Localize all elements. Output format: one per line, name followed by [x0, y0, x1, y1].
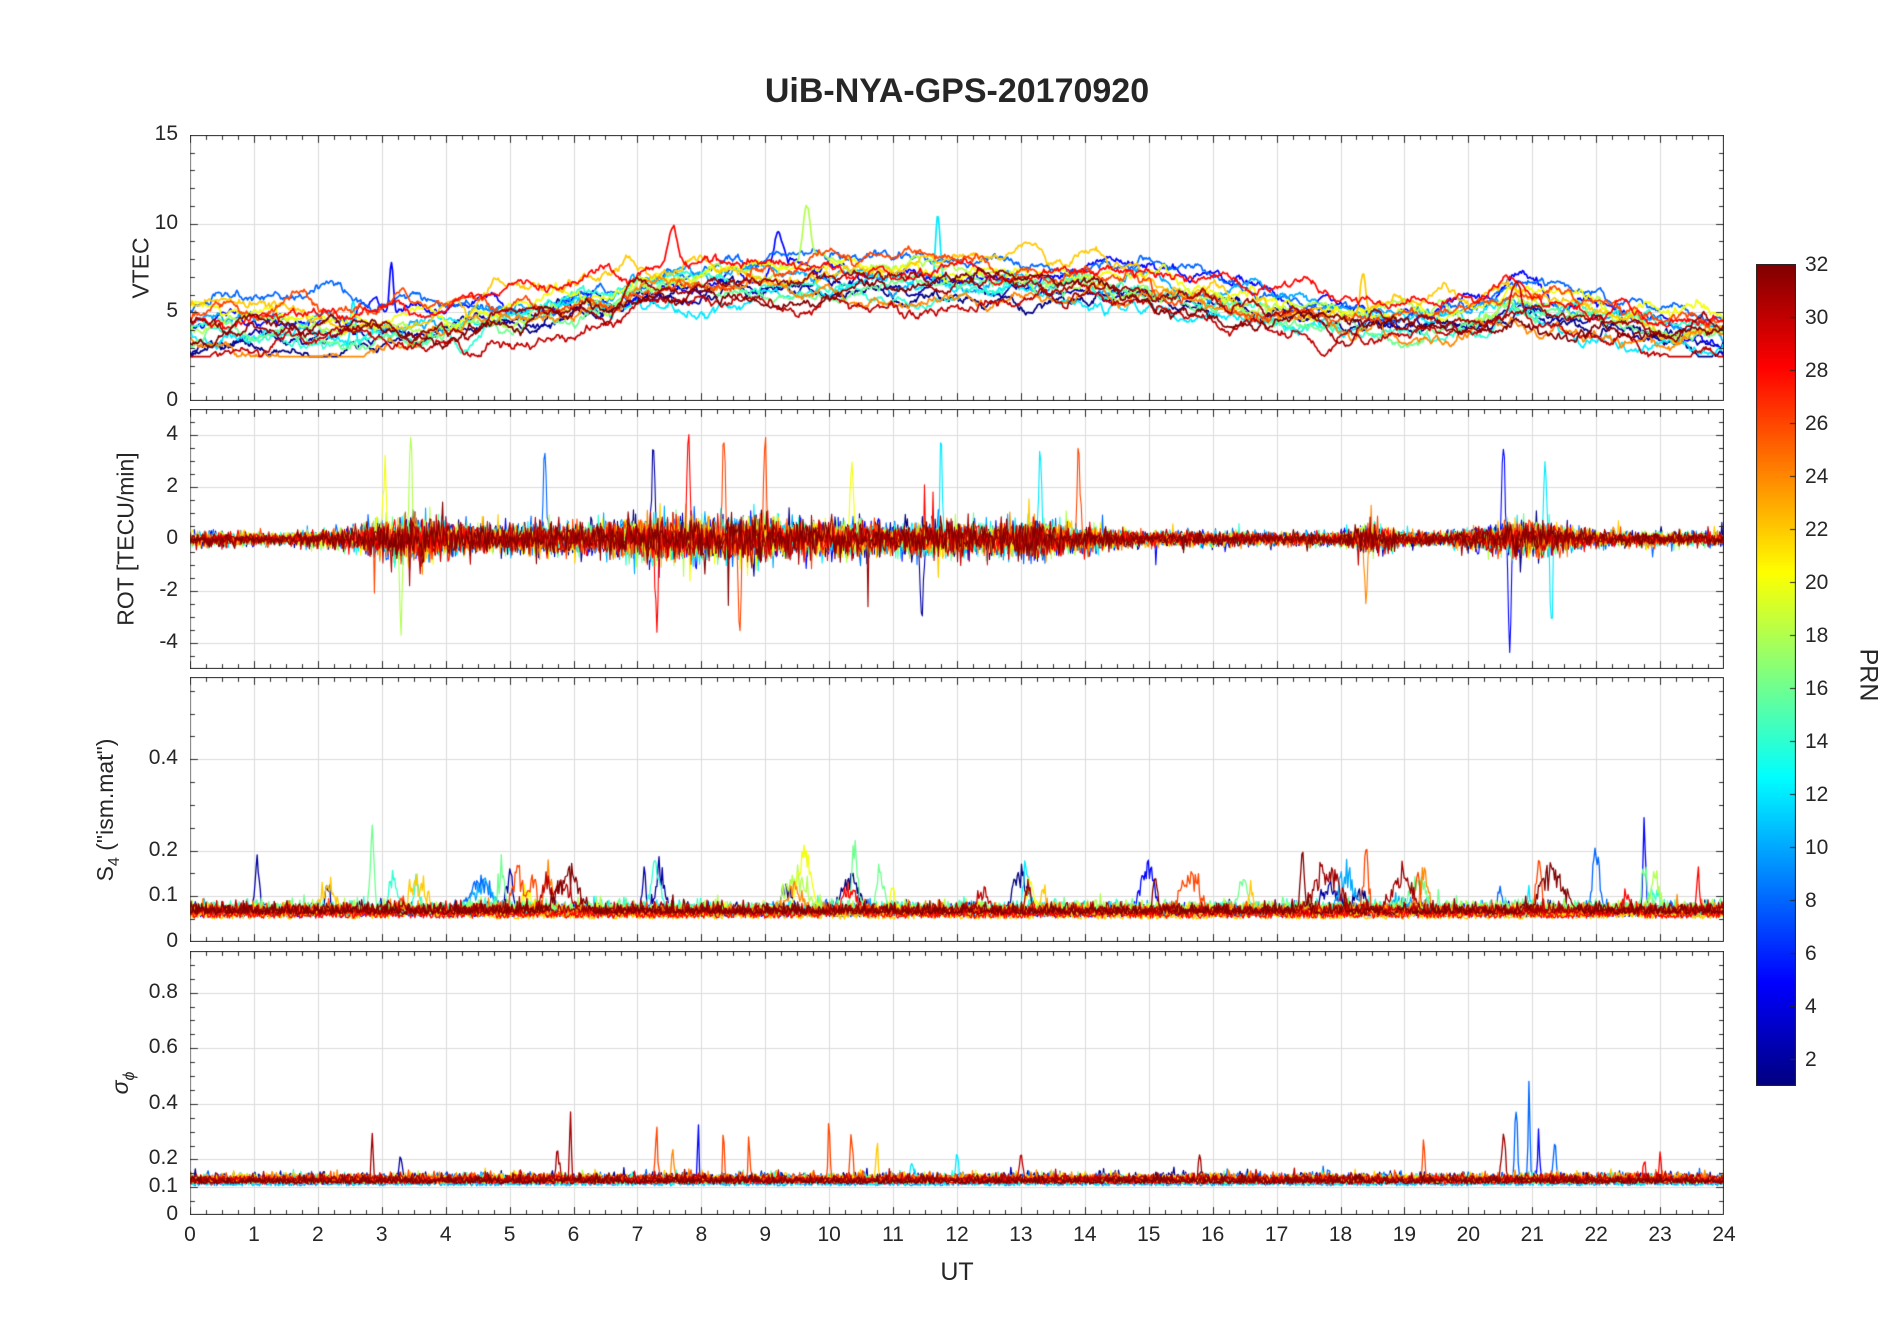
y-tick-label: 0.4 — [148, 1090, 178, 1114]
y-tick-label: 0.8 — [148, 979, 178, 1003]
y-tick-label: 0.2 — [148, 1146, 178, 1170]
s4-panel-plot — [190, 677, 1724, 942]
y-tick-label: -2 — [159, 577, 178, 601]
ylabel-rot: ROT [TECU/min] — [113, 452, 140, 625]
x-tick-label: 23 — [1648, 1223, 1672, 1246]
colorbar-label: PRN — [1854, 648, 1883, 702]
ylabel-rot-text: ROT [TECU/min] — [112, 452, 139, 626]
y-tick-label: 0.4 — [148, 746, 178, 770]
x-tick-label: 18 — [1328, 1223, 1353, 1246]
colorbar-tick-label: 22 — [1805, 517, 1829, 541]
y-tick-label: 0 — [166, 1201, 178, 1225]
x-tick-label: 19 — [1392, 1223, 1417, 1246]
colorbar-tick-label: 8 — [1805, 888, 1817, 912]
y-tick-label: 0.2 — [148, 837, 178, 861]
vtec-panel-plot — [190, 135, 1724, 401]
x-tick-label: 20 — [1456, 1223, 1481, 1246]
x-tick-label: 6 — [567, 1223, 580, 1246]
x-tick-label: 7 — [631, 1223, 644, 1246]
colorbar-tick-label: 6 — [1805, 941, 1817, 965]
ylabel-s4: S4 ("ism.mat") — [92, 739, 124, 882]
y-tick-label: 0 — [166, 525, 178, 549]
ylabel-phi-sub: ϕ — [119, 1071, 138, 1081]
y-tick-label: 4 — [166, 421, 178, 445]
x-tick-label: 15 — [1137, 1223, 1161, 1246]
y-tick-label: 0.1 — [148, 883, 178, 907]
x-tick-label: 13 — [1009, 1223, 1033, 1246]
y-tick-label: 0.6 — [148, 1035, 178, 1059]
colorbar-tick-label: 30 — [1805, 305, 1829, 329]
x-tick-label: 21 — [1520, 1223, 1544, 1246]
rot-panel-plot — [190, 409, 1724, 669]
x-tick-label: 2 — [311, 1223, 324, 1246]
x-tick-label: 22 — [1584, 1223, 1608, 1246]
colorbar-tick-label: 24 — [1805, 464, 1829, 488]
y-tick-label: 0 — [166, 928, 178, 952]
y-tick-label: 10 — [154, 210, 178, 234]
ylabel-sigma-phi: σϕ — [107, 1072, 139, 1095]
chart-title: UiB-NYA-GPS-20170920 — [764, 72, 1150, 110]
y-tick-label: 5 — [166, 299, 178, 323]
colorbar-tick-label: 28 — [1805, 358, 1829, 382]
ylabel-sigma: σ — [107, 1080, 134, 1095]
x-tick-label: 10 — [817, 1223, 841, 1246]
x-tick-label: 16 — [1200, 1223, 1225, 1246]
colorbar-tick-label: 20 — [1805, 570, 1829, 594]
colorbar-tick-label: 12 — [1805, 782, 1829, 806]
prn-colorbar — [1756, 264, 1796, 1086]
ylabel-vtec: VTEC — [128, 237, 155, 298]
y-tick-label: 0.1 — [148, 1174, 178, 1198]
ylabel-vtec-text: VTEC — [127, 237, 154, 299]
ylabel-s4-rest: ("ism.mat") — [92, 738, 119, 858]
colorbar-tick-label: 10 — [1805, 835, 1829, 859]
y-tick-label: -4 — [159, 629, 178, 653]
x-tick-label: 5 — [503, 1223, 516, 1246]
x-tick-label: 0 — [184, 1223, 196, 1246]
ylabel-s4-sub: 4 — [104, 857, 123, 867]
x-tick-label: 1 — [248, 1223, 260, 1246]
x-tick-label: 24 — [1712, 1223, 1736, 1246]
sigma-phi-panel-plot — [190, 951, 1724, 1215]
x-tick-label: 11 — [882, 1223, 904, 1246]
x-tick-label: 8 — [695, 1223, 708, 1246]
colorbar-tick-label: 2 — [1805, 1047, 1817, 1071]
colorbar-tick-label: 14 — [1805, 729, 1829, 753]
y-tick-label: 15 — [154, 121, 178, 145]
colorbar-tick-label: 18 — [1805, 623, 1829, 647]
x-tick-label: 9 — [759, 1223, 772, 1246]
y-tick-label: 2 — [166, 473, 178, 497]
colorbar-tick-label: 16 — [1805, 676, 1829, 700]
ylabel-s4-main: S — [92, 866, 119, 882]
x-tick-label: 12 — [945, 1223, 969, 1246]
colorbar-tick-label: 4 — [1805, 994, 1817, 1018]
y-tick-label: 0 — [166, 387, 178, 411]
x-axis-label: UT — [940, 1258, 974, 1286]
x-tick-label: 14 — [1073, 1223, 1097, 1246]
x-tick-label: 3 — [375, 1223, 388, 1246]
x-tick-label: 17 — [1264, 1223, 1289, 1246]
colorbar-tick-label: 26 — [1805, 411, 1829, 435]
colorbar-tick-label: 32 — [1805, 252, 1829, 276]
x-tick-label: 4 — [439, 1223, 452, 1246]
